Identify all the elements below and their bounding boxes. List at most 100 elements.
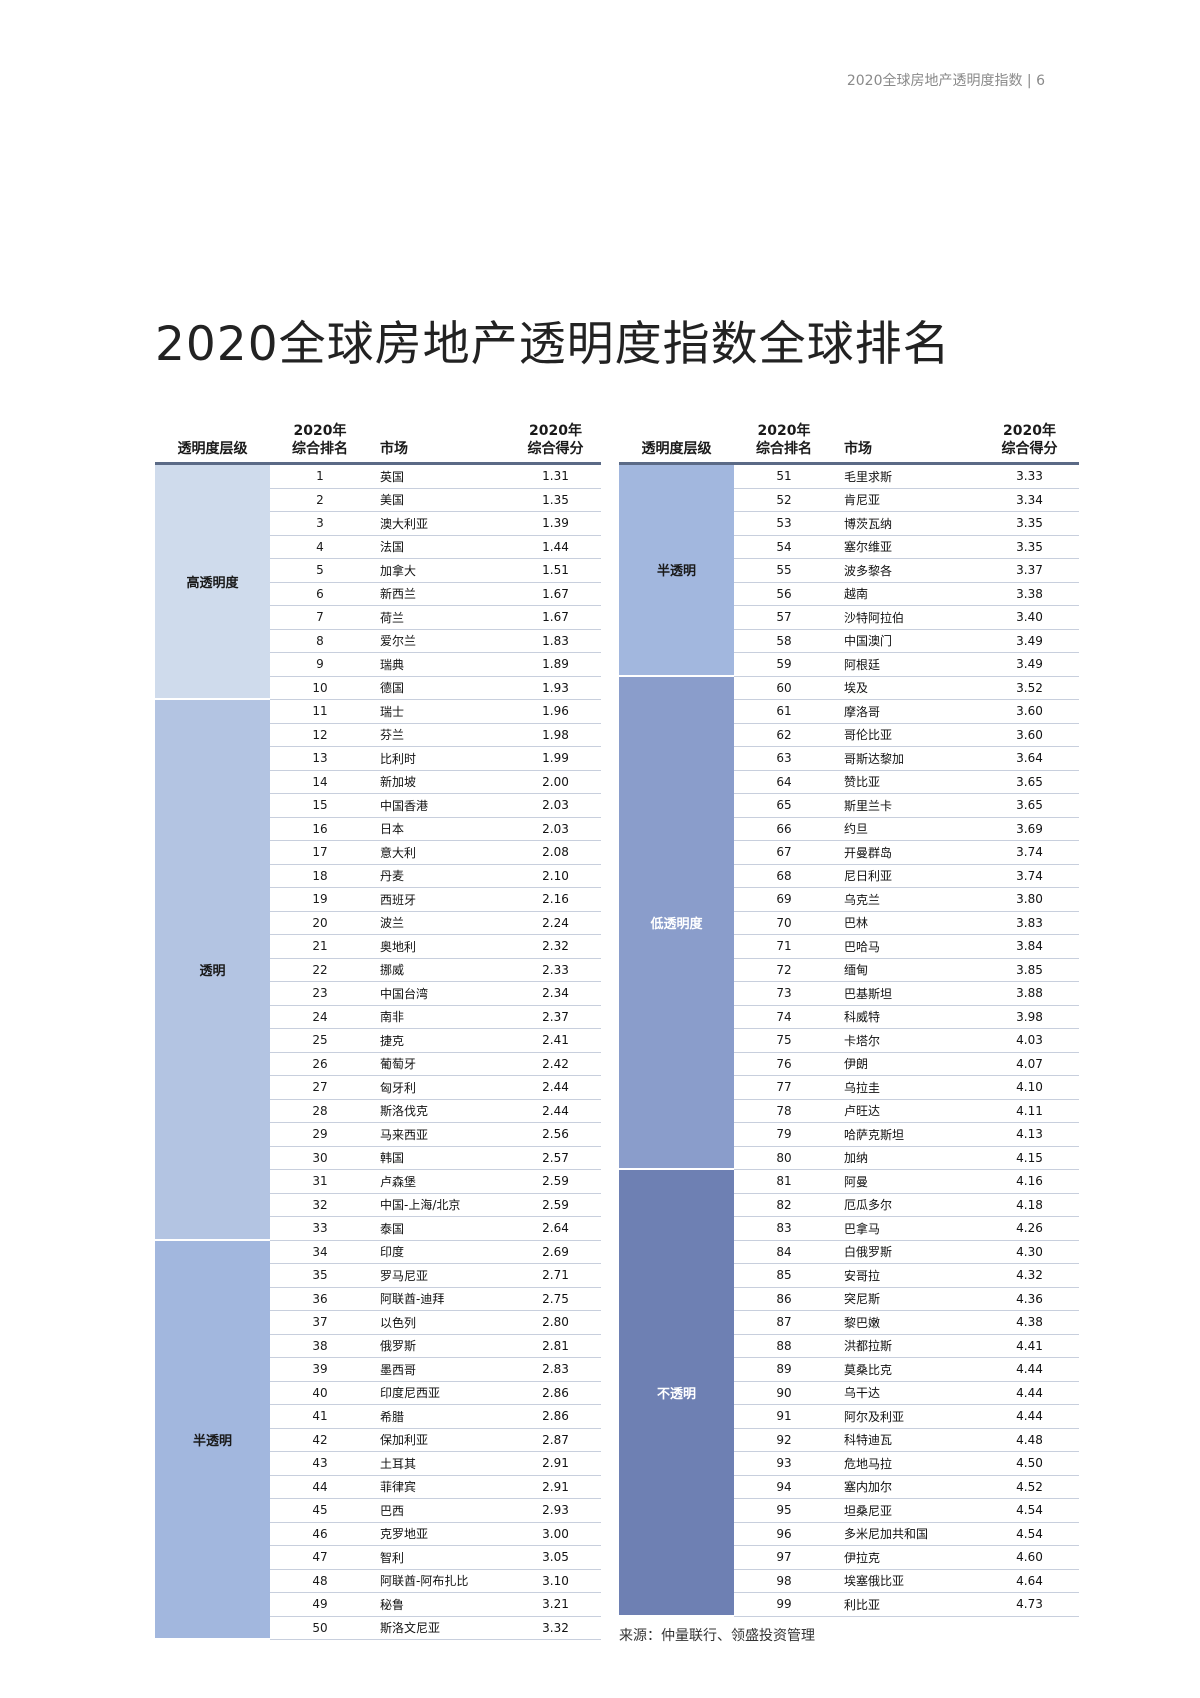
table-row: 96 多米尼加共和国 4.54: [734, 1523, 1079, 1546]
rank-cell: 92: [776, 1432, 792, 1447]
rank-cell: 63: [776, 751, 792, 766]
market-cell: 泰国: [380, 1221, 405, 1236]
score-cell: 2.44: [542, 1103, 569, 1118]
tier-label: 半透明: [155, 1240, 270, 1640]
header-score-line2: 综合得分: [527, 441, 584, 457]
table-row: 77 乌拉圭 4.10: [734, 1076, 1079, 1100]
rank-cell: 74: [776, 1009, 792, 1024]
rank-cell: 31: [312, 1174, 328, 1189]
rank-cell: 17: [312, 845, 328, 860]
header-rank-line2: 综合排名: [292, 441, 348, 457]
tier-label: 高透明度: [155, 465, 270, 700]
table-row: 11 瑞士 1.96: [270, 700, 601, 724]
score-cell: 4.16: [1016, 1174, 1043, 1189]
rank-cell: 12: [312, 727, 328, 742]
tier-label: 透明: [155, 700, 270, 1241]
rank-cell: 11: [312, 704, 328, 719]
score-cell: 2.41: [542, 1033, 569, 1048]
table-row: 80 加纳 4.15: [734, 1147, 1079, 1170]
market-cell: 坦桑尼亚: [844, 1503, 893, 1518]
score-cell: 3.84: [1016, 939, 1043, 954]
score-cell: 3.21: [542, 1597, 569, 1612]
market-cell: 斯里兰卡: [844, 798, 893, 813]
rank-cell: 87: [776, 1315, 792, 1330]
market-cell: 赞比亚: [844, 775, 881, 790]
header-tier: 透明度层级: [177, 441, 248, 457]
rank-cell: 50: [312, 1620, 328, 1635]
score-cell: 2.71: [542, 1268, 569, 1283]
score-cell: 3.34: [1016, 492, 1043, 507]
rank-cell: 9: [316, 657, 324, 672]
rank-cell: 93: [776, 1456, 792, 1471]
market-cell: 英国: [380, 469, 405, 484]
rank-cell: 59: [776, 657, 792, 672]
table-row: 8 爱尔兰 1.83: [270, 630, 601, 653]
market-cell: 沙特阿拉伯: [844, 610, 905, 625]
rank-cell: 7: [316, 610, 324, 625]
rank-cell: 15: [312, 798, 328, 813]
tier-label: 不透明: [619, 1170, 734, 1617]
rank-cell: 3: [316, 516, 324, 531]
table-row: 42 保加利亚 2.87: [270, 1429, 601, 1452]
market-cell: 罗马尼亚: [380, 1268, 429, 1283]
table-row: 29 马来西亚 2.56: [270, 1123, 601, 1147]
table-row: 56 越南 3.38: [734, 583, 1079, 606]
score-cell: 1.67: [542, 586, 569, 601]
market-cell: 黎巴嫩: [844, 1315, 881, 1330]
page-title: 2020全球房地产透明度指数全球排名: [155, 317, 951, 372]
table-row: 20 波兰 2.24: [270, 912, 601, 935]
score-cell: 2.81: [542, 1338, 569, 1353]
table-row: 44 菲律宾 2.91: [270, 1476, 601, 1499]
score-cell: 4.13: [1016, 1127, 1043, 1142]
table-row: 34 印度 2.69: [270, 1241, 601, 1264]
table-header: 透明度层级 2020年 综合排名 市场 2020年 综合得分: [619, 418, 1079, 465]
table-row: 91 阿尔及利亚 4.44: [734, 1405, 1079, 1429]
score-cell: 3.40: [1016, 610, 1043, 625]
header-market: 市场: [844, 441, 872, 457]
score-cell: 2.59: [542, 1174, 569, 1189]
rank-cell: 76: [776, 1056, 792, 1071]
table-row: 26 葡萄牙 2.42: [270, 1053, 601, 1076]
market-cell: 安哥拉: [844, 1268, 881, 1283]
rank-cell: 33: [312, 1221, 328, 1236]
market-cell: 阿联酋-阿布扎比: [380, 1574, 469, 1589]
table-row: 4 法国 1.44: [270, 536, 601, 559]
table-row: 38 俄罗斯 2.81: [270, 1335, 601, 1358]
market-cell: 澳大利亚: [380, 516, 429, 531]
score-cell: 3.37: [1016, 563, 1043, 578]
table-row: 15 中国香港 2.03: [270, 794, 601, 818]
rank-cell: 84: [776, 1244, 792, 1259]
score-cell: 3.49: [1016, 633, 1043, 648]
rank-cell: 95: [776, 1503, 792, 1518]
rank-cell: 45: [312, 1503, 328, 1518]
market-cell: 中国香港: [380, 798, 429, 813]
table-row: 55 波多黎各 3.37: [734, 559, 1079, 583]
market-cell: 利比亚: [844, 1597, 881, 1612]
table-row: 84 白俄罗斯 4.30: [734, 1241, 1079, 1264]
market-cell: 摩洛哥: [844, 704, 881, 719]
score-cell: 2.87: [542, 1432, 569, 1447]
market-cell: 葡萄牙: [380, 1057, 417, 1072]
ranking-table-left: 透明度层级 2020年 综合排名 市场 2020年 综合得分 高透明度 透明 半透明…: [155, 418, 601, 1640]
table-row: 7 荷兰 1.67: [270, 606, 601, 630]
market-cell: 哈萨克斯坦: [844, 1127, 905, 1142]
table-row: 54 塞尔维亚 3.35: [734, 536, 1079, 559]
rank-cell: 44: [312, 1479, 328, 1494]
market-cell: 印度: [380, 1245, 405, 1260]
table-row: 71 巴哈马 3.84: [734, 935, 1079, 959]
rank-cell: 20: [312, 915, 328, 930]
score-cell: 2.16: [542, 892, 569, 907]
score-cell: 4.10: [1016, 1080, 1043, 1095]
rank-cell: 56: [776, 586, 792, 601]
rank-cell: 94: [776, 1479, 792, 1494]
table-row: 81 阿曼 4.16: [734, 1170, 1079, 1194]
score-cell: 3.00: [542, 1526, 569, 1541]
table-row: 1 英国 1.31: [270, 465, 601, 489]
score-cell: 3.32: [542, 1620, 569, 1635]
rank-cell: 14: [312, 774, 328, 789]
table-row: 40 印度尼西亚 2.86: [270, 1382, 601, 1405]
rank-cell: 39: [312, 1362, 328, 1377]
market-cell: 日本: [380, 822, 405, 837]
market-cell: 俄罗斯: [380, 1339, 417, 1354]
score-cell: 2.32: [542, 939, 569, 954]
